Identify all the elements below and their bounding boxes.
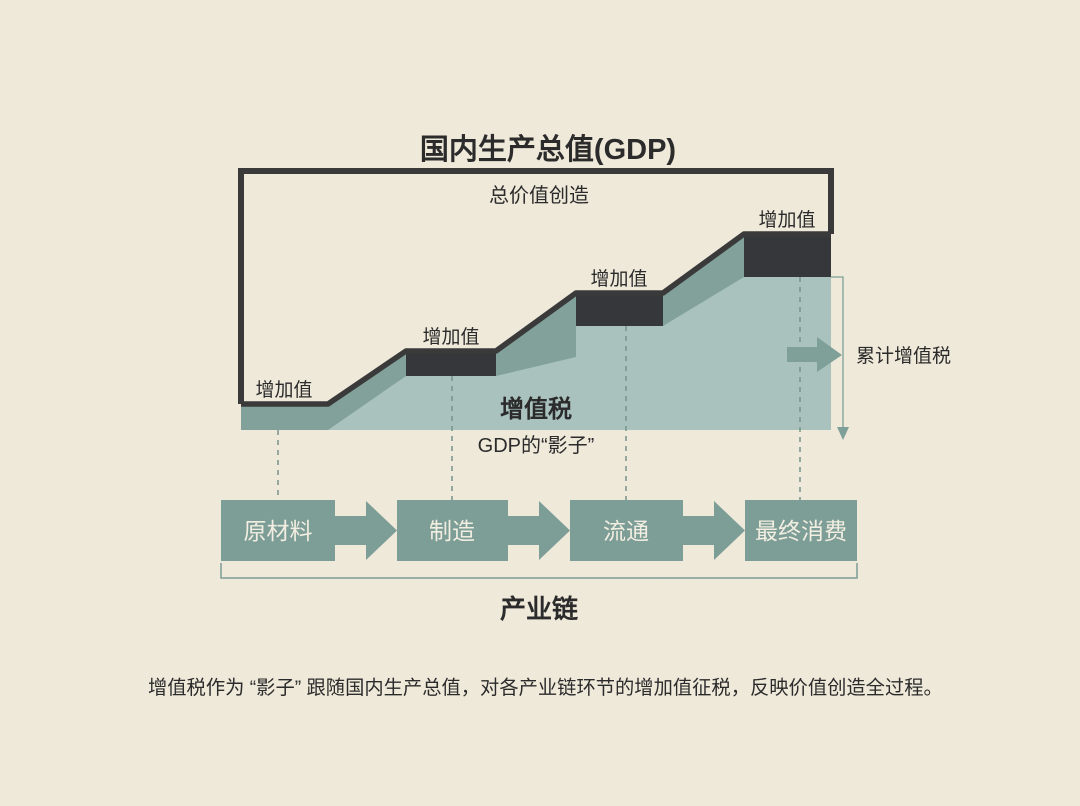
svg-text:增值税: 增值税	[500, 395, 572, 423]
svg-text:国内生产总值(GDP): 国内生产总值(GDP)	[420, 133, 676, 166]
svg-text:增加值: 增加值	[590, 268, 647, 290]
svg-text:制造: 制造	[429, 518, 475, 544]
svg-text:流通: 流通	[603, 518, 649, 544]
svg-text:增加值: 增加值	[255, 379, 312, 401]
svg-text:累计增值税: 累计增值税	[856, 345, 951, 367]
svg-text:增加值: 增加值	[422, 326, 479, 348]
svg-text:GDP的“影子”: GDP的“影子”	[478, 434, 595, 457]
svg-text:最终消费: 最终消费	[755, 518, 847, 544]
svg-text:产业链: 产业链	[500, 594, 578, 624]
svg-text:总价值创造: 总价值创造	[489, 184, 589, 207]
svg-text:增值税作为 “影子” 跟随国内生产总值，对各产业链环节的增加: 增值税作为 “影子” 跟随国内生产总值，对各产业链环节的增加值征税，反映价值创造…	[148, 677, 943, 699]
svg-text:原材料: 原材料	[244, 518, 313, 544]
svg-text:增加值: 增加值	[758, 209, 815, 231]
